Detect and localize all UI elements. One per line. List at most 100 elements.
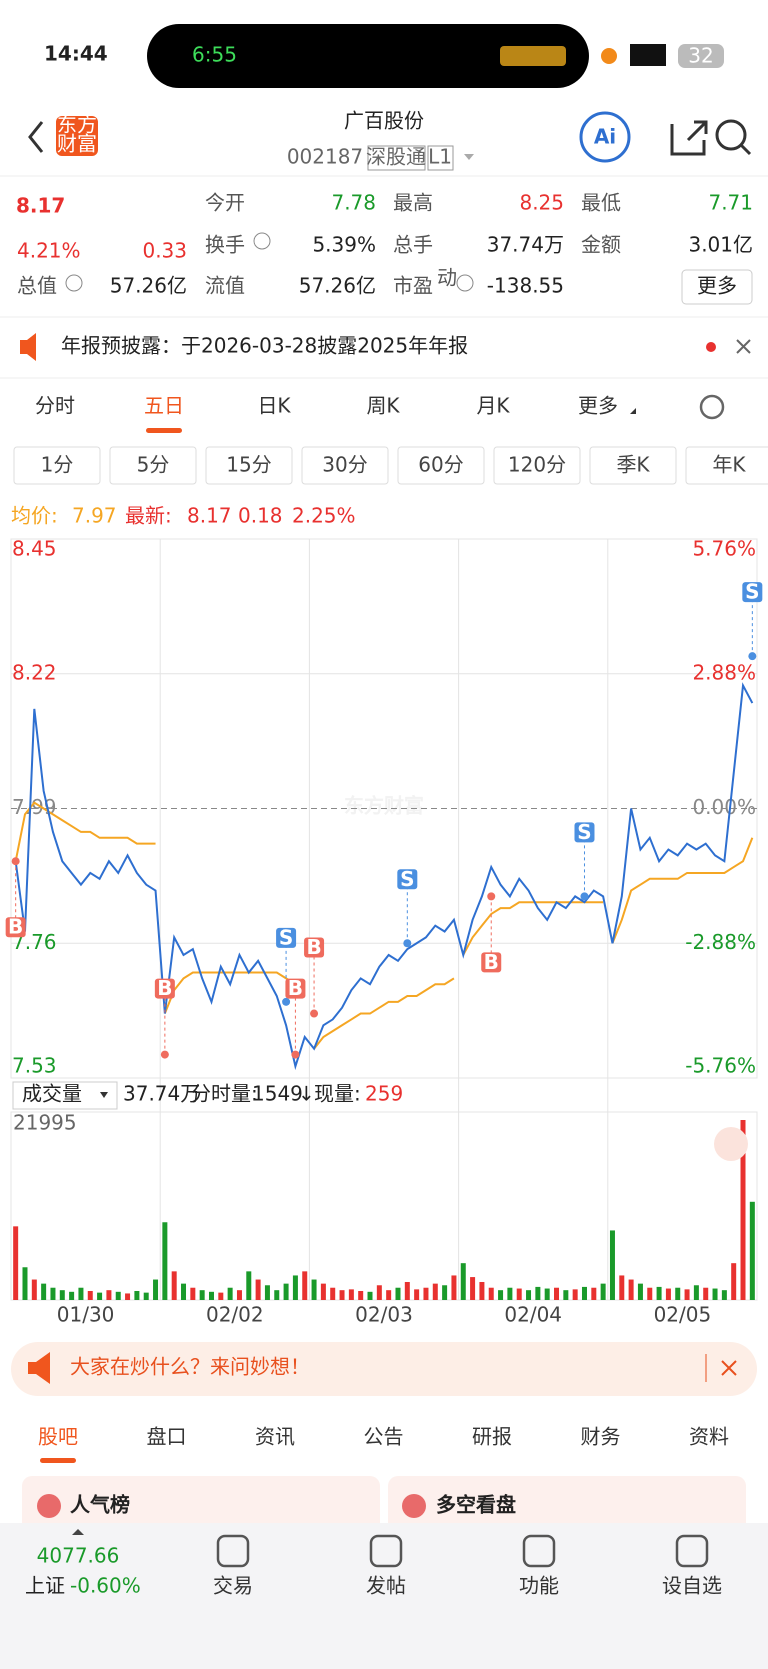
back[interactable] xyxy=(28,121,44,153)
field-value: 5.39% xyxy=(312,233,376,257)
period-button[interactable] xyxy=(205,446,293,485)
battery-level: 32 xyxy=(688,44,713,68)
volume-bar xyxy=(740,1120,746,1300)
volume-bar xyxy=(134,1290,140,1300)
volume-bar xyxy=(675,1287,681,1300)
megaphone xyxy=(28,1352,50,1384)
bottom-tab[interactable]: 财务 xyxy=(581,1425,621,1449)
field-label: 金额 xyxy=(581,233,621,257)
marker-label: B xyxy=(288,976,303,1000)
period-label: 15分 xyxy=(226,453,271,477)
period-button[interactable] xyxy=(301,446,389,485)
bottom-tab[interactable]: 公告 xyxy=(364,1425,404,1449)
tab[interactable]: 更多 xyxy=(578,394,618,418)
avg-line xyxy=(163,971,305,1014)
unread xyxy=(706,342,716,352)
ai-button[interactable] xyxy=(579,111,631,163)
avg-line xyxy=(611,837,754,944)
x-tick-label: 02/05 xyxy=(654,1303,712,1327)
tab[interactable]: 月K xyxy=(476,394,510,418)
period-button[interactable] xyxy=(109,446,197,485)
volume-bar xyxy=(13,1226,19,1300)
chart: 均价: 7.97 最新: 8.17 0.18 2.25%东方财富8.458.227.997… xyxy=(5,504,763,1327)
price-line xyxy=(14,682,754,1071)
period-button[interactable] xyxy=(493,446,581,485)
card[interactable] xyxy=(388,1476,746,1536)
period-button[interactable] xyxy=(589,446,677,485)
more-text: 更多 xyxy=(697,274,737,298)
tab[interactable]: 周K xyxy=(366,394,400,418)
audio-wave xyxy=(500,46,566,66)
period-button[interactable] xyxy=(685,446,768,485)
card-title: 人气榜 xyxy=(70,1493,130,1517)
volume-per-label: 分时量: xyxy=(191,1082,258,1106)
volume-bar xyxy=(264,1285,270,1300)
nav-icon[interactable] xyxy=(369,1534,403,1568)
close[interactable] xyxy=(736,339,751,354)
logo-text: 财富 xyxy=(57,132,97,156)
volume-bar xyxy=(693,1285,699,1300)
badge xyxy=(367,145,426,171)
bottom-tab[interactable]: 资讯 xyxy=(255,1425,295,1449)
tab[interactable]: 五日 xyxy=(144,394,184,418)
info-icon[interactable] xyxy=(65,274,83,292)
volume-bar xyxy=(78,1287,84,1300)
volume-bar xyxy=(721,1290,727,1300)
y-tick-label: 8.22 xyxy=(12,660,57,684)
volume-bar xyxy=(31,1279,37,1300)
volume-frame xyxy=(10,1111,758,1301)
field-value: 57.26亿 xyxy=(299,274,376,298)
nav-label: 发帖 xyxy=(366,1574,406,1598)
bottom-tab[interactable]: 盘口 xyxy=(147,1425,187,1449)
volume-bar xyxy=(656,1286,662,1300)
tab[interactable]: 日K xyxy=(257,394,291,418)
search[interactable] xyxy=(715,119,747,151)
volume-now-label: 现量: xyxy=(314,1082,361,1106)
marker-dot xyxy=(403,939,412,948)
island xyxy=(147,24,589,88)
info-change-pct: 2.25% xyxy=(292,504,356,528)
bottom-tab[interactable]: 股吧 xyxy=(38,1425,78,1449)
card[interactable] xyxy=(22,1476,380,1536)
settings[interactable] xyxy=(699,394,725,420)
volume-bar xyxy=(451,1275,457,1300)
expand-button[interactable] xyxy=(714,1127,748,1161)
volume-bar xyxy=(526,1290,532,1300)
period-label: 5分 xyxy=(137,453,170,477)
info-icon[interactable] xyxy=(253,232,271,250)
watermark: 东方财富 xyxy=(344,794,424,818)
dropdown[interactable] xyxy=(464,154,474,160)
banner[interactable] xyxy=(11,1342,757,1396)
notice xyxy=(0,317,768,378)
bottom-tab[interactable]: 资料 xyxy=(689,1425,729,1449)
volume-bar xyxy=(59,1290,65,1300)
close[interactable] xyxy=(721,1360,737,1376)
volume-bar xyxy=(302,1271,308,1300)
volume-bar xyxy=(358,1290,364,1300)
volume-bar xyxy=(712,1288,718,1300)
period-button[interactable] xyxy=(397,446,485,485)
period-button[interactable] xyxy=(13,446,101,485)
nav-icon[interactable] xyxy=(522,1534,556,1568)
info-icon[interactable] xyxy=(456,274,474,292)
more-button[interactable] xyxy=(681,269,753,305)
field-value: 57.26亿 xyxy=(110,274,187,298)
period-label: 120分 xyxy=(508,453,566,477)
volume-bar xyxy=(731,1263,737,1300)
period-label: 年K xyxy=(712,453,746,477)
marker-dot xyxy=(11,857,20,866)
volume-bar xyxy=(516,1288,522,1300)
field-label: 总手 xyxy=(393,233,433,257)
field-value: -138.55 xyxy=(487,274,564,298)
bottom-tab[interactable]: 研报 xyxy=(472,1425,512,1449)
card-title: 多空看盘 xyxy=(436,1493,516,1517)
share[interactable] xyxy=(670,120,708,156)
tab[interactable]: 分时 xyxy=(35,394,75,418)
badge-text: L1 xyxy=(428,145,452,169)
field-value: 7.78 xyxy=(331,191,376,215)
nav-icon[interactable] xyxy=(216,1534,250,1568)
volume-bar xyxy=(749,1201,755,1300)
card-icon xyxy=(37,1494,61,1518)
volume-selector[interactable] xyxy=(12,1081,118,1110)
nav-icon[interactable] xyxy=(675,1534,709,1568)
